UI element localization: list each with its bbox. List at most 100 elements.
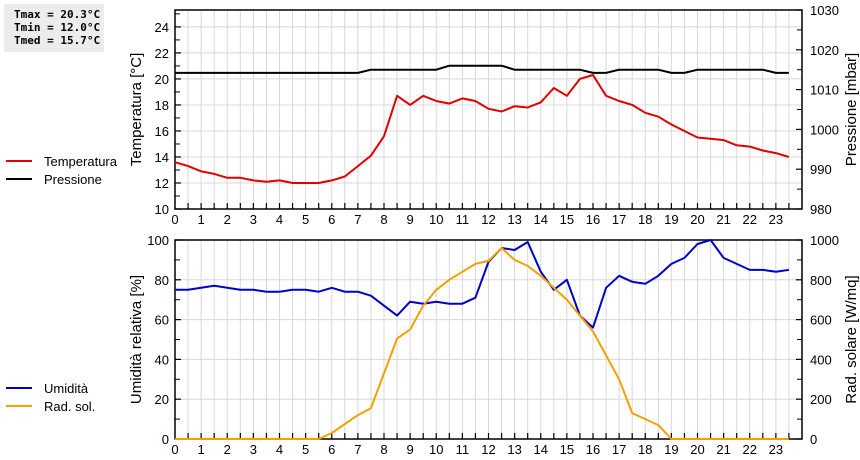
y2-tick-label: 600 (810, 313, 832, 328)
x-tick-label: 20 (690, 212, 704, 227)
y-tick-label: 16 (155, 124, 169, 139)
legend-item-umidita: Umidità (6, 379, 95, 397)
y2-tick-label: 200 (810, 392, 832, 407)
x-tick-label: 1 (198, 442, 205, 457)
x-tick-label: 14 (534, 442, 548, 457)
x-tick-label: 6 (328, 442, 335, 457)
y-tick-label: 60 (155, 313, 169, 328)
x-tick-label: 7 (354, 442, 361, 457)
y-tick-label: 18 (155, 98, 169, 113)
y-tick-label: 12 (155, 176, 169, 191)
radiazione-swatch (6, 405, 32, 407)
y2-tick-label: 400 (810, 352, 832, 367)
x-tick-label: 18 (638, 442, 652, 457)
tmin-label: Tmin = 12.0°C (14, 21, 101, 34)
x-tick-label: 17 (612, 442, 626, 457)
x-tick-label: 0 (171, 212, 178, 227)
x-tick-label: 22 (743, 212, 757, 227)
x-tick-label: 21 (716, 212, 730, 227)
x-tick-label: 5 (302, 212, 309, 227)
x-tick-label: 17 (612, 212, 626, 227)
x-tick-label: 5 (302, 442, 309, 457)
temperatura-swatch (6, 160, 32, 162)
y2-axis-title: Rad. solare [W/mq] (843, 275, 860, 403)
y-tick-label: 20 (155, 392, 169, 407)
pressione-swatch (6, 178, 32, 180)
y-tick-label: 80 (155, 273, 169, 288)
x-tick-label: 21 (716, 442, 730, 457)
x-tick-label: 8 (380, 442, 387, 457)
x-tick-label: 14 (534, 212, 548, 227)
y-tick-label: 0 (162, 432, 169, 447)
y-tick-label: 22 (155, 46, 169, 61)
x-tick-label: 11 (456, 442, 470, 457)
y-tick-label: 24 (155, 20, 169, 35)
x-tick-label: 6 (328, 212, 335, 227)
x-tick-label: 13 (507, 212, 521, 227)
x-tick-label: 12 (481, 212, 495, 227)
x-tick-label: 15 (560, 212, 574, 227)
legend-item-pressione: Pressione (6, 170, 117, 188)
legend-top-chart: Temperatura Pressione (6, 152, 117, 188)
x-tick-label: 19 (664, 212, 678, 227)
legend-item-temperatura: Temperatura (6, 152, 117, 170)
x-tick-label: 18 (638, 212, 652, 227)
x-tick-label: 3 (250, 442, 257, 457)
x-tick-label: 3 (250, 212, 257, 227)
x-tick-label: 0 (171, 442, 178, 457)
y-tick-label: 10 (155, 202, 169, 217)
tmed-label: Tmed = 15.7°C (14, 34, 101, 47)
y2-tick-label: 1020 (810, 43, 839, 58)
x-tick-label: 11 (456, 212, 470, 227)
x-tick-label: 4 (276, 442, 283, 457)
x-tick-label: 1 (198, 212, 205, 227)
legend-label: Temperatura (44, 153, 117, 169)
y2-tick-label: 1000 (810, 233, 839, 248)
y-axis-title: Umidità relativa [%] (128, 275, 145, 404)
x-tick-label: 19 (664, 442, 678, 457)
series-line-pressione (175, 64, 789, 74)
y2-tick-label: 980 (810, 202, 832, 217)
temperature-stats-box: Tmax = 20.3°C Tmin = 12.0°C Tmed = 15.7°C (4, 4, 104, 52)
x-tick-label: 15 (560, 442, 574, 457)
x-tick-label: 10 (429, 442, 443, 457)
x-tick-label: 23 (769, 442, 783, 457)
y-tick-label: 40 (155, 352, 169, 367)
y2-tick-label: 800 (810, 273, 832, 288)
y-tick-label: 100 (147, 233, 169, 248)
x-tick-label: 16 (586, 212, 600, 227)
y2-axis-title: Pressione [mbar] (843, 53, 860, 166)
humidity-radiation-chart: 0 1 2 3 4 5 6 7 8 9 10 11 12 13 14 15 16 17 18 19 20 21 22 2302… (128, 233, 860, 457)
legend-bottom-chart: Umidità Rad. sol. (6, 379, 95, 415)
legend-item-radiazione: Rad. sol. (6, 397, 95, 415)
series-line-temperatura (174, 74, 790, 184)
series-line-umidit- (175, 239, 790, 329)
y2-tick-label: 990 (810, 162, 832, 177)
x-tick-label: 7 (354, 212, 361, 227)
y2-tick-label: 1030 (810, 3, 839, 18)
x-tick-label: 4 (276, 212, 283, 227)
temperature-pressure-chart: 0 1 2 3 4 5 6 7 8 9 10 11 12 13 14 15 16 17 18 19 20 21 22 2310… (128, 3, 860, 227)
y2-tick-label: 0 (810, 432, 817, 447)
x-tick-label: 20 (690, 442, 704, 457)
legend-label: Rad. sol. (44, 398, 96, 414)
x-tick-label: 13 (507, 442, 521, 457)
y2-tick-label: 1010 (810, 83, 839, 98)
x-tick-label: 2 (224, 212, 231, 227)
y2-tick-label: 1000 (810, 122, 839, 137)
y-axis-title: Temperatura [°C] (128, 53, 145, 167)
legend-label: Pressione (44, 171, 102, 187)
x-tick-label: 10 (429, 212, 443, 227)
legend-label: Umidità (44, 380, 89, 396)
x-tick-label: 12 (481, 442, 495, 457)
x-tick-label: 23 (769, 212, 783, 227)
y-tick-label: 20 (155, 72, 169, 87)
umidita-swatch (6, 387, 32, 389)
y-tick-label: 14 (155, 150, 169, 165)
tmax-label: Tmax = 20.3°C (14, 8, 101, 21)
x-tick-label: 22 (743, 442, 757, 457)
x-tick-label: 9 (407, 442, 414, 457)
x-tick-label: 2 (224, 442, 231, 457)
series-line-rad-sol- (175, 247, 789, 440)
